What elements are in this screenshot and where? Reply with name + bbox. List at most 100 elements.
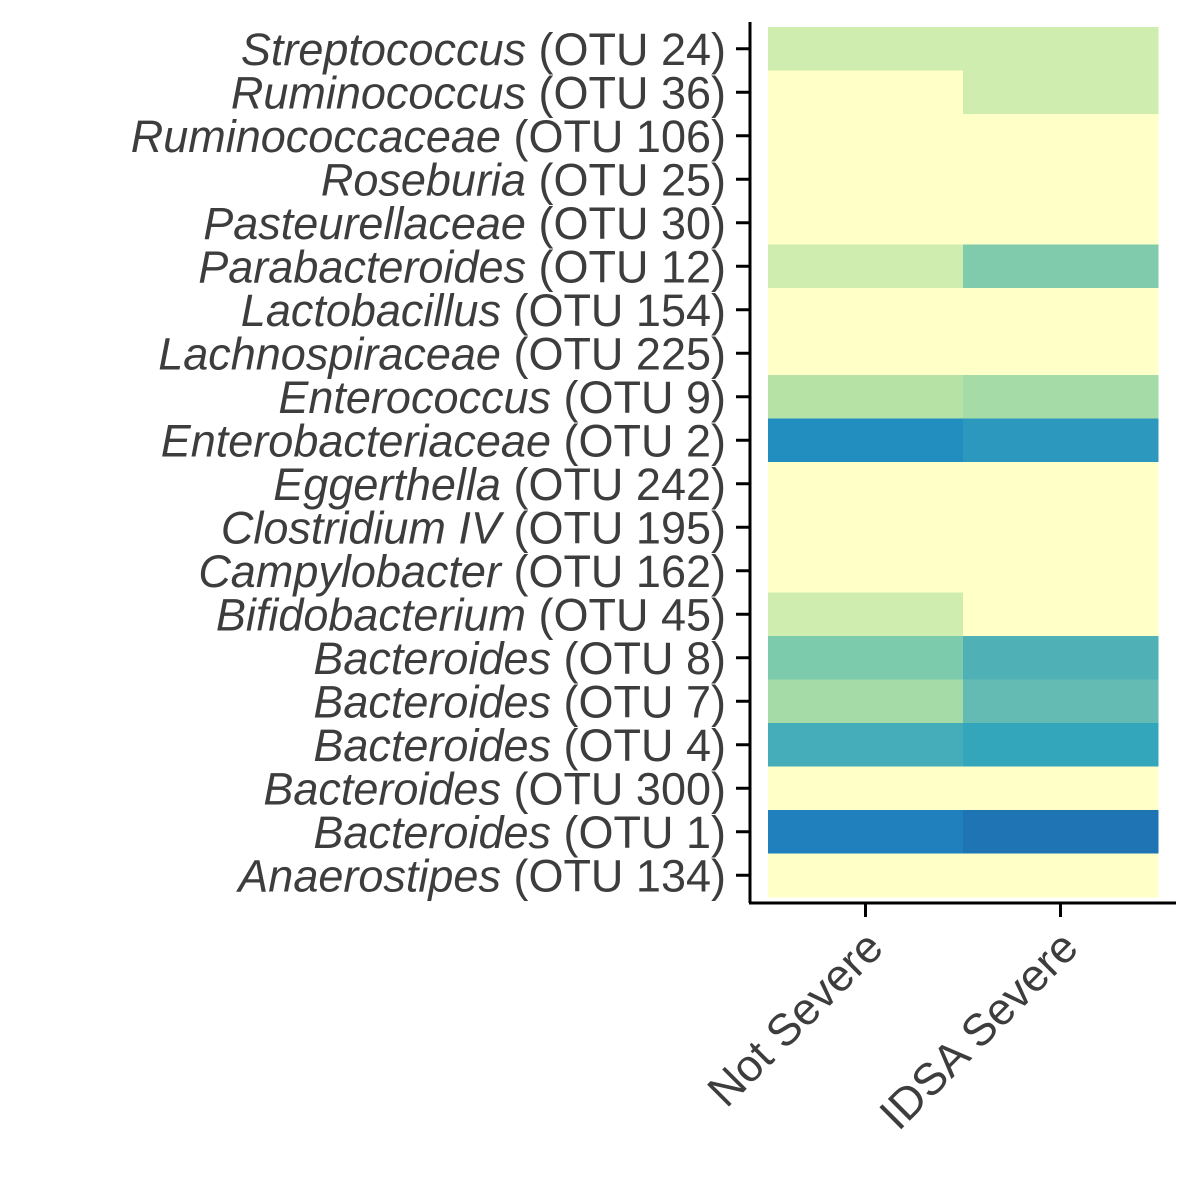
heatmap-cell	[768, 70, 964, 115]
heatmap-cell	[963, 114, 1159, 158]
y-tick-label-otu: (OTU 106)	[501, 111, 726, 162]
y-tick-label-otu: (OTU 4)	[551, 720, 726, 771]
y-tick-label-genus: Enterococcus	[278, 372, 551, 423]
y-tick-label-genus: Bacteroides	[313, 676, 551, 727]
y-tick-label-genus: Parabacteroides	[198, 241, 526, 292]
y-tick-label: Eggerthella (OTU 242)	[273, 459, 726, 510]
x-axis-ticks	[864, 904, 1062, 917]
y-tick-label-genus: Bacteroides	[313, 633, 551, 684]
heatmap-cell	[963, 331, 1159, 376]
heatmap-cell	[963, 244, 1159, 289]
y-tick-label-otu: (OTU 154)	[501, 285, 726, 336]
y-tick-label: Anaerostipes (OTU 134)	[235, 850, 726, 901]
y-tick-label-otu: (OTU 242)	[501, 459, 726, 510]
heatmap-cell	[963, 70, 1159, 115]
y-tick-label-genus: Eggerthella	[273, 459, 501, 510]
y-tick-label: Lachnospiraceae (OTU 225)	[158, 328, 726, 379]
heatmap-cell	[768, 157, 964, 202]
y-tick-label-genus: Clostridium IV	[221, 502, 505, 553]
heatmap-cells	[768, 27, 1159, 898]
heatmap-cell	[963, 505, 1159, 550]
y-tick-label-otu: (OTU 2)	[551, 415, 726, 466]
y-tick-label-otu: (OTU 45)	[526, 589, 726, 640]
y-tick-label-otu: (OTU 1)	[551, 807, 726, 858]
heatmap-cell	[768, 462, 964, 506]
y-tick-label-genus: Bacteroides	[263, 763, 501, 814]
heatmap-cell	[963, 418, 1159, 463]
heatmap-cell	[768, 27, 964, 71]
y-tick-label-genus: Lachnospiraceae	[158, 328, 501, 379]
heatmap-cell	[963, 375, 1159, 419]
y-tick-label-otu: (OTU 7)	[551, 676, 726, 727]
y-tick-label: Parabacteroides (OTU 12)	[198, 241, 726, 292]
heatmap-cell	[768, 505, 964, 550]
heatmap-cell	[768, 244, 964, 289]
heatmap-cell	[963, 592, 1159, 637]
y-tick-label: Pasteurellaceae (OTU 30)	[203, 198, 726, 249]
heatmap-cell	[768, 636, 964, 680]
y-tick-label-otu: (OTU 162)	[501, 546, 726, 597]
y-tick-label-otu: (OTU 195)	[501, 502, 726, 553]
y-tick-label-otu: (OTU 25)	[526, 154, 726, 205]
x-tick-label: Not Severe	[697, 921, 892, 1116]
heatmap-cell	[768, 766, 964, 811]
heatmap-cell	[768, 810, 964, 854]
y-tick-label-genus: Ruminococcaceae	[131, 111, 501, 162]
heatmap-cell	[963, 679, 1159, 724]
heatmap-cell	[768, 592, 964, 637]
heatmap-cell	[768, 288, 964, 332]
y-tick-label-otu: (OTU 134)	[501, 850, 726, 901]
y-tick-label-genus: Bacteroides	[313, 807, 551, 858]
y-tick-label-otu: (OTU 36)	[526, 67, 726, 118]
y-tick-label-genus: Streptococcus	[241, 24, 526, 75]
heatmap-cell	[963, 27, 1159, 71]
y-tick-label: Bacteroides (OTU 7)	[313, 676, 726, 727]
y-tick-label: Roseburia (OTU 25)	[321, 154, 726, 205]
heatmap-cell	[963, 201, 1159, 245]
y-tick-label: Ruminococcus (OTU 36)	[231, 67, 726, 118]
y-tick-label-genus: Bifidobacterium	[216, 589, 526, 640]
y-tick-label: Bacteroides (OTU 300)	[263, 763, 726, 814]
heatmap-cell	[768, 853, 964, 898]
y-tick-label-genus: Bacteroides	[313, 720, 551, 771]
heatmap-cell	[768, 114, 964, 158]
heatmap-cell	[768, 201, 964, 245]
heatmap-cell	[768, 679, 964, 724]
y-tick-label-otu: (OTU 8)	[551, 633, 726, 684]
x-tick-label: IDSA Severe	[869, 921, 1087, 1139]
y-tick-label-otu: (OTU 24)	[526, 24, 726, 75]
y-tick-label-otu: (OTU 30)	[526, 198, 726, 249]
heatmap-cell	[963, 288, 1159, 332]
y-tick-label: Streptococcus (OTU 24)	[241, 24, 726, 75]
y-tick-label-genus: Lactobacillus	[241, 285, 501, 336]
heatmap-cell	[963, 723, 1159, 767]
y-tick-label: Enterococcus (OTU 9)	[278, 372, 726, 423]
y-tick-label-genus: Campylobacter	[198, 546, 503, 597]
y-tick-label-genus: Roseburia	[321, 154, 526, 205]
y-tick-label: Clostridium IV (OTU 195)	[221, 502, 726, 553]
y-tick-label-otu: (OTU 9)	[551, 372, 726, 423]
heatmap-cell	[963, 853, 1159, 898]
y-tick-label-otu: (OTU 300)	[501, 763, 726, 814]
heatmap-cell	[768, 418, 964, 463]
y-tick-label-genus: Ruminococcus	[231, 67, 526, 118]
y-tick-label: Bacteroides (OTU 8)	[313, 633, 726, 684]
y-tick-label-genus: Anaerostipes	[235, 850, 501, 901]
heatmap-cell	[963, 462, 1159, 506]
y-tick-label: Ruminococcaceae (OTU 106)	[131, 111, 726, 162]
y-tick-label-genus: Pasteurellaceae	[203, 198, 526, 249]
heatmap-cell	[963, 549, 1159, 593]
y-axis-labels: Streptococcus (OTU 24)Ruminococcus (OTU …	[131, 24, 726, 902]
y-tick-label: Bifidobacterium (OTU 45)	[216, 589, 726, 640]
heatmap-cell	[768, 549, 964, 593]
heatmap-cell	[768, 375, 964, 419]
heatmap-cell	[768, 331, 964, 376]
y-axis-ticks	[736, 47, 749, 877]
y-tick-label-otu: (OTU 225)	[501, 328, 726, 379]
heatmap-cell	[768, 723, 964, 767]
y-tick-label: Bacteroides (OTU 1)	[313, 807, 726, 858]
y-tick-label: Enterobacteriaceae (OTU 2)	[161, 415, 726, 466]
